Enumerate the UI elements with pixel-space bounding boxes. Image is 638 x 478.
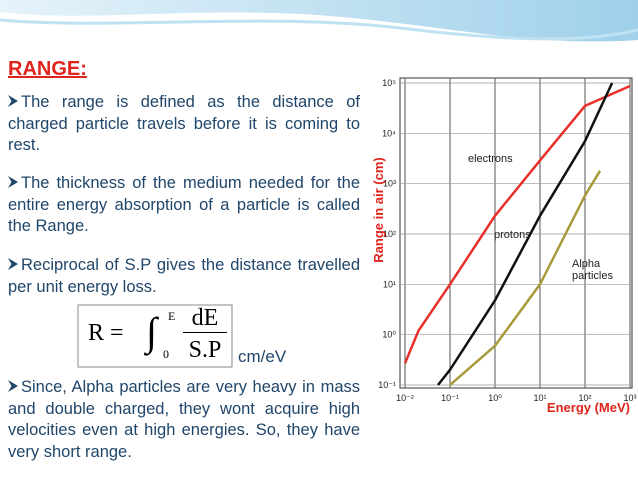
- x-tick-label: 10⁰: [488, 393, 502, 403]
- x-tick-label: 10⁻¹: [441, 393, 459, 403]
- formula-unit: cm/eV: [238, 347, 287, 366]
- formula-lhs: R =: [88, 320, 124, 346]
- x-tick-label: 10⁻²: [396, 393, 414, 403]
- y-tick-label: 10²: [383, 229, 396, 239]
- x-axis-label: Energy (MeV): [547, 400, 630, 415]
- y-tick-label: 10³: [383, 179, 396, 189]
- paragraph-text: The range is defined as the distance of …: [8, 93, 360, 154]
- paragraph: The range is defined as the distance of …: [8, 92, 360, 157]
- wave-line: [0, 18, 638, 41]
- x-tick-label: 10²: [578, 393, 591, 403]
- formula-integral: ∫: [146, 309, 157, 354]
- wave: [0, 0, 638, 42]
- series-line: [449, 170, 602, 386]
- series-label: protons: [494, 229, 531, 241]
- paragraph: Since, Alpha particles are very heavy in…: [8, 377, 360, 463]
- formula-lower: 0: [163, 347, 169, 361]
- paragraph: Reciprocal of S.P gives the distance tra…: [8, 255, 360, 298]
- paragraph-text: Since, Alpha particles are very heavy in…: [8, 378, 360, 461]
- formula-denominator: S.P: [188, 337, 222, 363]
- y-tick-label: 10⁻¹: [378, 380, 396, 390]
- y-tick-label: 10⁰: [382, 330, 396, 340]
- series-line: [437, 82, 614, 386]
- y-tick-label: 10⁴: [382, 128, 396, 138]
- x-tick-label: 10³: [623, 393, 636, 403]
- paragraph: The thickness of the medium needed for t…: [8, 173, 360, 238]
- formula-numerator: dE: [183, 305, 227, 333]
- y-axis-label: Range in air (cm): [371, 157, 386, 262]
- formula-box: [77, 304, 233, 368]
- x-tick-label: 10¹: [533, 393, 546, 403]
- series-label: Alpha particles: [572, 258, 613, 282]
- title: RANGE:: [8, 58, 87, 80]
- y-tick-label: 10¹: [383, 279, 396, 289]
- series-label: electrons: [468, 153, 513, 165]
- series-label-box: Alpha particles: [572, 258, 613, 282]
- series-line: [403, 84, 631, 364]
- paragraph-text: Reciprocal of S.P gives the distance tra…: [8, 256, 360, 296]
- paragraph-text: The thickness of the medium needed for t…: [8, 174, 360, 235]
- plot-frame: [399, 77, 633, 389]
- formula-upper: E: [168, 309, 176, 323]
- y-tick-label: 10⁵: [382, 78, 396, 88]
